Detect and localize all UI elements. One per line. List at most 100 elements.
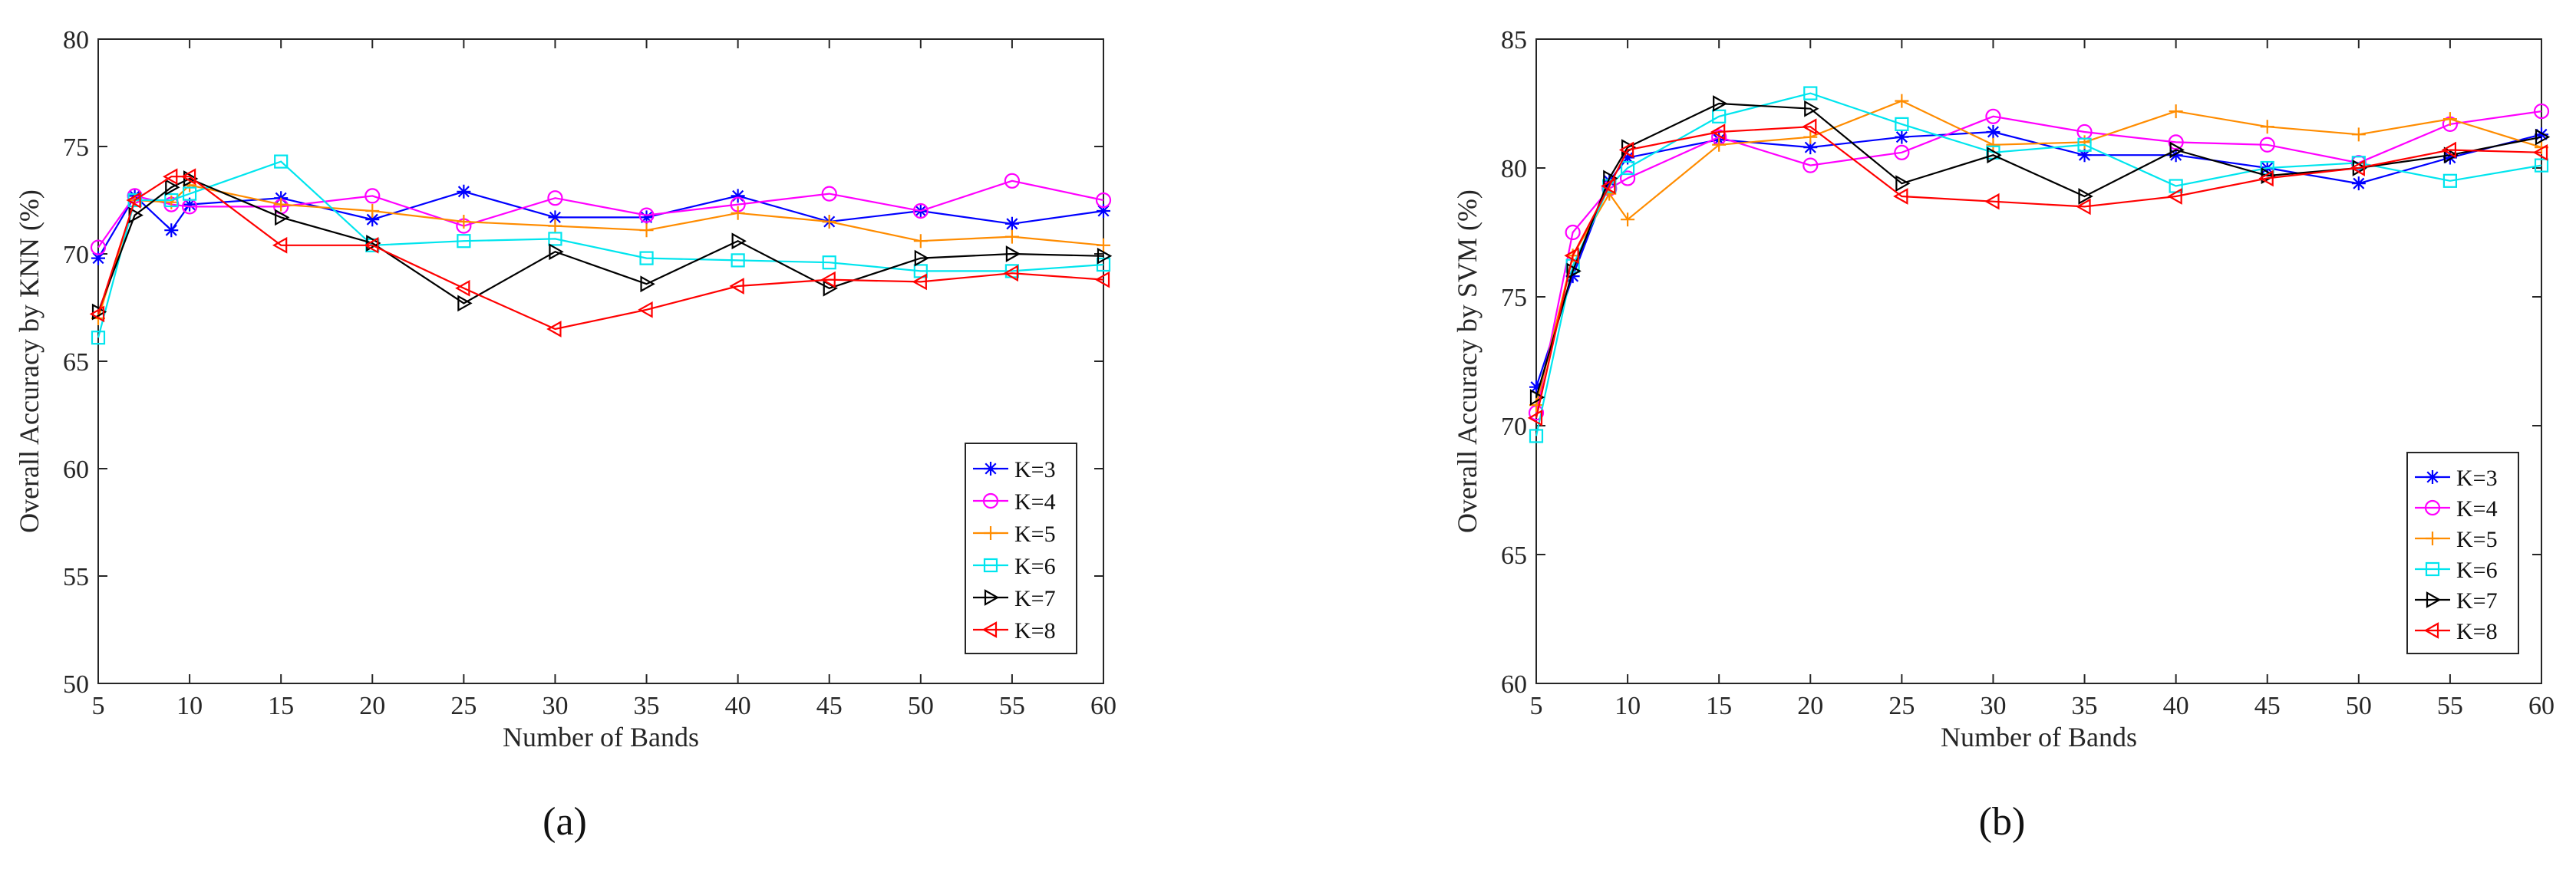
data-point bbox=[2442, 173, 2458, 188]
legend: K=3 K=4 K=5 K=6 K=7 K=8 bbox=[965, 443, 1077, 654]
data-point bbox=[2260, 120, 2274, 134]
data-point bbox=[2441, 141, 2457, 159]
x-tick-label: 15 bbox=[268, 692, 294, 720]
x-tick-label: 60 bbox=[2528, 692, 2555, 720]
data-point bbox=[822, 255, 836, 270]
y-tick-label: 65 bbox=[63, 348, 89, 377]
data-point bbox=[1004, 173, 1021, 189]
legend-label: K=3 bbox=[2456, 466, 2498, 491]
x-tick-label: 25 bbox=[1888, 692, 1915, 720]
data-point bbox=[365, 204, 380, 218]
x-tick-label: 50 bbox=[2346, 692, 2372, 720]
data-point bbox=[913, 234, 928, 249]
x-tick-label: 55 bbox=[999, 692, 1025, 720]
x-tick-label: 5 bbox=[92, 692, 105, 720]
data-point bbox=[2532, 143, 2548, 161]
data-point bbox=[2351, 127, 2366, 142]
legend-marker bbox=[2426, 532, 2439, 545]
data-point bbox=[912, 202, 928, 219]
data-point bbox=[457, 295, 473, 312]
data-point bbox=[1894, 144, 1910, 160]
legend-marker bbox=[2426, 591, 2442, 608]
y-tick-label: 80 bbox=[63, 26, 89, 54]
data-point bbox=[89, 305, 105, 323]
subfigure-caption: (b) bbox=[1979, 800, 2026, 844]
data-point bbox=[1710, 123, 1726, 140]
series-line bbox=[97, 179, 1104, 249]
data-point bbox=[2350, 160, 2365, 176]
data-point bbox=[1097, 247, 1113, 265]
data-point bbox=[639, 251, 654, 265]
data-point bbox=[822, 215, 836, 229]
data-point bbox=[548, 219, 562, 233]
data-point bbox=[1986, 124, 2000, 139]
legend-marker bbox=[2423, 622, 2439, 639]
plot-area bbox=[1535, 38, 2542, 684]
legend-marker bbox=[984, 526, 998, 540]
legend-marker bbox=[2425, 561, 2440, 577]
data-point bbox=[2535, 127, 2548, 142]
data-point bbox=[275, 209, 290, 226]
legend-marker bbox=[981, 621, 998, 638]
legend-marker bbox=[984, 462, 998, 476]
x-tick-label: 30 bbox=[1980, 692, 2006, 720]
y-tick-label: 55 bbox=[63, 563, 89, 591]
x-tick-label: 30 bbox=[542, 692, 568, 720]
data-point bbox=[912, 273, 927, 291]
data-point bbox=[365, 212, 380, 227]
data-point bbox=[2169, 104, 2183, 119]
x-tick-label: 45 bbox=[2254, 692, 2281, 720]
x-tick-label: 40 bbox=[2163, 692, 2189, 720]
series-line bbox=[97, 160, 1104, 338]
data-point bbox=[2077, 135, 2092, 150]
data-point bbox=[364, 236, 379, 254]
data-point bbox=[731, 232, 747, 250]
y-tick-label: 65 bbox=[1501, 542, 1527, 570]
data-point bbox=[366, 235, 381, 252]
data-point bbox=[1986, 137, 2000, 152]
x-tick-label: 35 bbox=[2072, 692, 2098, 720]
plot-area bbox=[97, 38, 1104, 684]
data-point bbox=[1529, 380, 1543, 394]
data-point bbox=[163, 168, 178, 186]
series-line bbox=[1535, 110, 2542, 413]
y-axis-label: Overall Accuracy by SVM (%) bbox=[1452, 189, 1483, 533]
legend-marker bbox=[984, 589, 1000, 606]
data-point bbox=[1094, 271, 1110, 288]
data-point bbox=[1004, 229, 1019, 244]
data-point bbox=[640, 275, 655, 293]
x-tick-label: 20 bbox=[359, 692, 385, 720]
data-point bbox=[820, 271, 836, 288]
data-point bbox=[1620, 160, 1635, 176]
legend-marker bbox=[983, 558, 998, 573]
data-point bbox=[2077, 137, 2092, 152]
data-point bbox=[1893, 188, 1908, 205]
data-point bbox=[1803, 130, 1818, 144]
y-tick-label: 80 bbox=[1501, 155, 1527, 183]
legend-label: K=8 bbox=[1014, 618, 1056, 644]
data-point bbox=[1802, 118, 1817, 136]
data-point bbox=[2078, 188, 2093, 205]
x-tick-label: 40 bbox=[725, 692, 751, 720]
legend-label: K=6 bbox=[2456, 558, 2498, 583]
data-point bbox=[164, 193, 179, 208]
y-tick-label: 75 bbox=[1501, 284, 1527, 312]
data-point bbox=[2076, 198, 2091, 216]
data-point bbox=[1621, 139, 1637, 156]
data-point bbox=[1003, 265, 1019, 282]
data-point bbox=[639, 210, 654, 225]
legend-label: K=6 bbox=[1014, 554, 1056, 579]
data-point bbox=[1803, 157, 1819, 173]
data-point bbox=[2533, 103, 2550, 120]
data-point bbox=[1565, 269, 1580, 284]
y-tick-label: 70 bbox=[1501, 413, 1527, 441]
y-tick-label: 70 bbox=[63, 241, 89, 269]
data-point bbox=[2169, 141, 2185, 159]
chart-a: 5 10 15 20 25 30 35 40 45 50 55 60 50 55 60 65 70 75 80 Num… bbox=[14, 26, 1116, 844]
legend-marker bbox=[2426, 470, 2439, 484]
data-point bbox=[2169, 148, 2183, 163]
data-point bbox=[183, 170, 199, 187]
x-tick-label: 35 bbox=[634, 692, 660, 720]
legend-label: K=3 bbox=[1014, 457, 1056, 482]
